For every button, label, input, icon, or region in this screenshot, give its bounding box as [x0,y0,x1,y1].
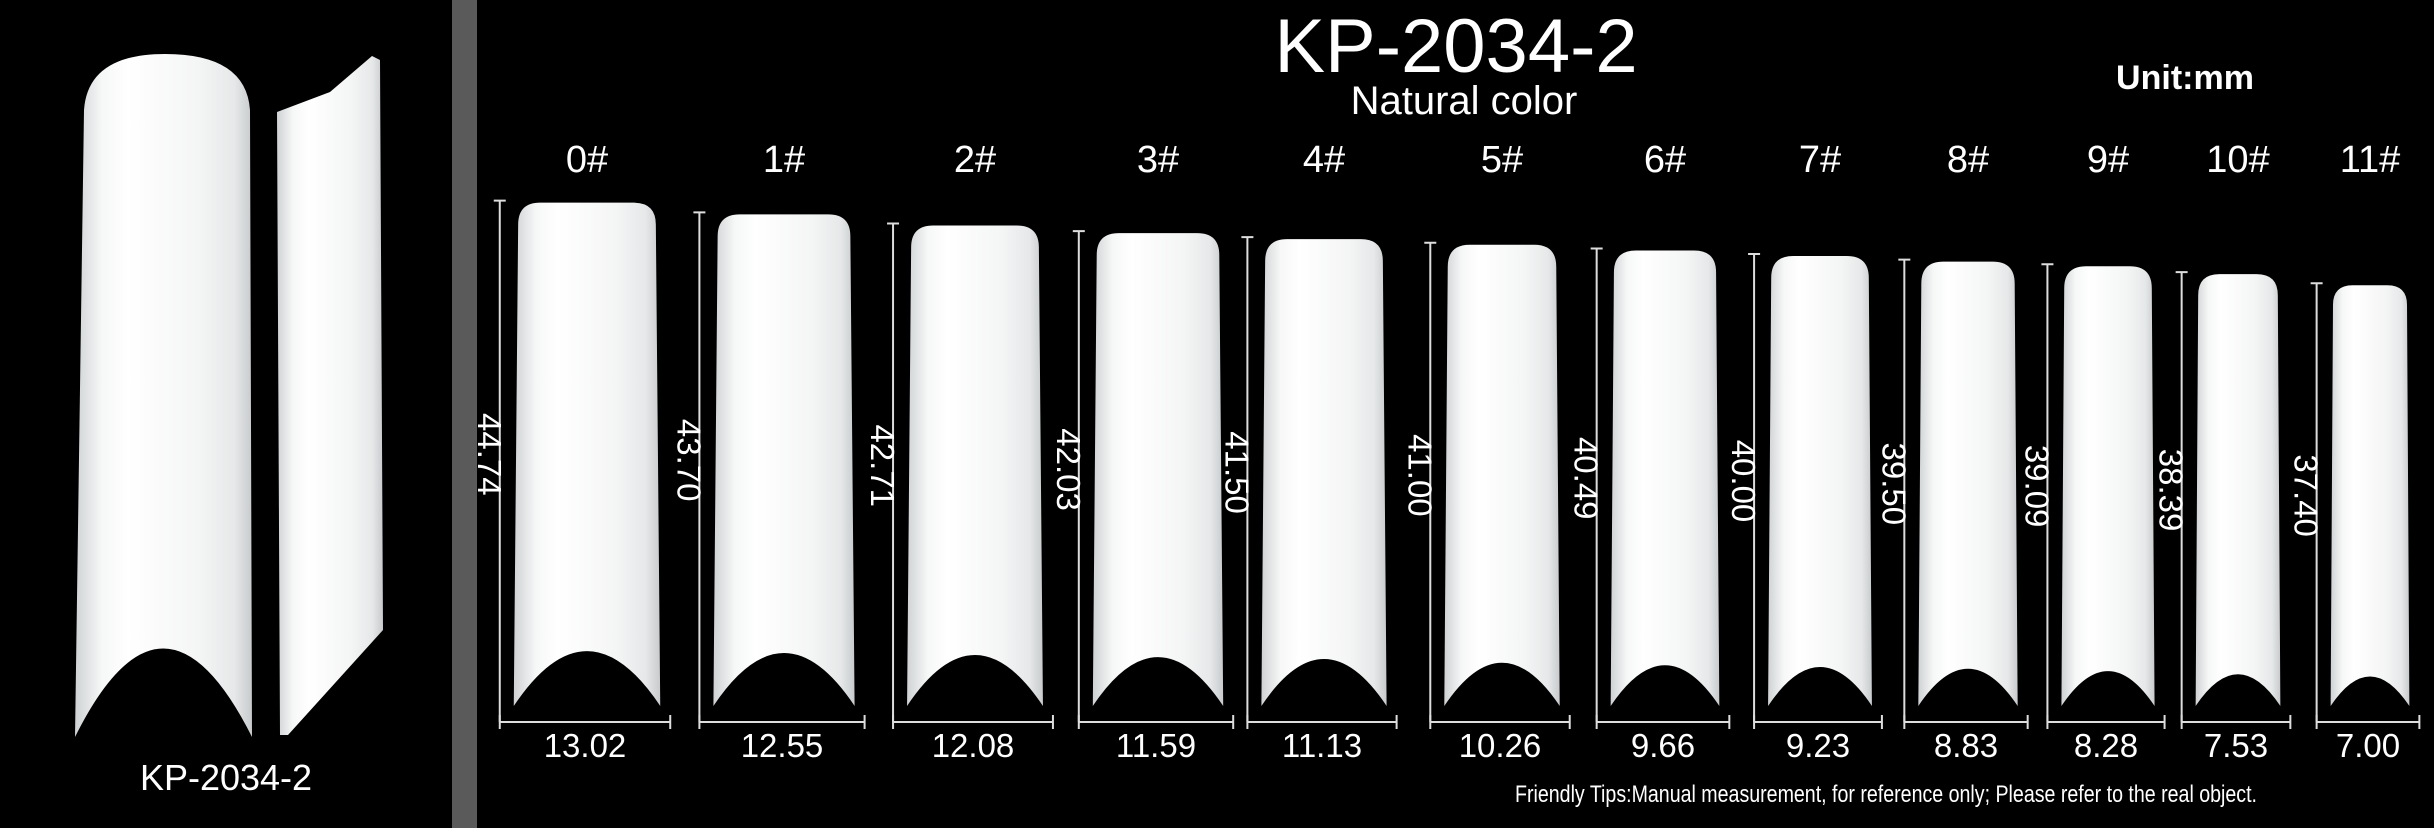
nail [1261,239,1387,706]
size-label: 10# [2206,139,2269,181]
width-dimension [1753,715,1883,729]
length-label: 39.50 [1875,443,1912,526]
size-label: 3# [1137,139,1179,181]
subtitle: Natural color [1351,79,1578,123]
width-label: 11.59 [1116,727,1196,764]
size-label: 7# [1799,139,1841,181]
size-label: 0# [566,139,608,181]
unit: Unit:mm [2116,59,2254,97]
title: KP-2034-2 [1274,4,1637,89]
length-dimension [2041,263,2054,722]
width-dimension [1903,715,2029,729]
size-label: 1# [763,139,805,181]
size-label: 4# [1303,139,1345,181]
length-label: 39.09 [2018,445,2055,528]
size-label: 11# [2340,139,2401,181]
length-label: 41.50 [1218,431,1255,514]
nail [1610,250,1720,707]
length-dimension [1072,230,1085,722]
width-dimension [2046,715,2166,729]
width-dimension [2315,715,2421,729]
divider [452,0,477,828]
length-dimension [2175,271,2188,722]
width-label: 9.66 [1631,727,1695,764]
width-dimension [2180,715,2292,729]
nail [1092,233,1224,706]
length-dimension [1898,258,1911,722]
size-label: 2# [954,139,996,181]
length-dimension [693,211,706,722]
width-dimension [1077,715,1235,729]
size-label: 8# [1947,139,1989,181]
width-dimension [498,715,672,729]
width-dimension [698,715,866,729]
length-label: 41.00 [1401,434,1438,517]
length-dimension [2310,282,2323,722]
length-label: 37.40 [2288,454,2325,537]
size-label: 6# [1644,139,1686,181]
width-label: 10.26 [1459,727,1542,764]
nail [2330,285,2410,706]
nail-front-view [75,54,252,737]
width-label: 8.83 [1934,727,1998,764]
width-label: 9.23 [1786,727,1850,764]
width-label: 7.53 [2204,727,2268,764]
width-dimension [1429,715,1571,729]
width-label: 11.13 [1282,727,1362,764]
nail [907,225,1043,706]
size-label: 5# [1481,139,1523,181]
length-label: 40.49 [1568,437,1605,520]
length-dimension [1424,241,1437,722]
length-dimension [1590,247,1603,722]
width-label: 8.28 [2074,727,2138,764]
width-dimension [1595,715,1731,729]
length-dimension [1241,236,1254,722]
nail [513,202,661,707]
length-dimension [493,199,506,722]
length-label: 42.71 [864,424,901,507]
width-dimension [892,715,1054,729]
length-dimension [1748,253,1761,722]
length-label: 43.70 [670,419,707,502]
length-label: 42.03 [1050,428,1087,511]
width-label: 12.55 [741,727,824,764]
size-label: 9# [2087,139,2129,181]
tip: Friendly Tips:Manual measurement, for re… [1515,781,2257,808]
length-dimension [887,222,900,722]
width-label: 12.08 [932,727,1015,764]
width-label: 13.02 [544,727,627,764]
width-label: 7.00 [2336,727,2400,764]
nail [2061,266,2155,706]
nail [1768,256,1872,706]
length-label: 38.39 [2153,449,2190,532]
nail [1918,261,2018,706]
length-label: 40.00 [1725,440,1762,523]
width-dimension [1246,715,1398,729]
nail [2195,274,2281,706]
nail-side-view [277,56,383,735]
length-label: 44.74 [471,413,508,496]
product-label: KP-2034-2 [140,757,312,798]
size-list: 0# 44.74 13.02 1# 43.70 12.55 2# 42.71 12.08 3# 42… [471,139,2421,764]
nail [713,214,855,706]
nail [1444,244,1560,706]
